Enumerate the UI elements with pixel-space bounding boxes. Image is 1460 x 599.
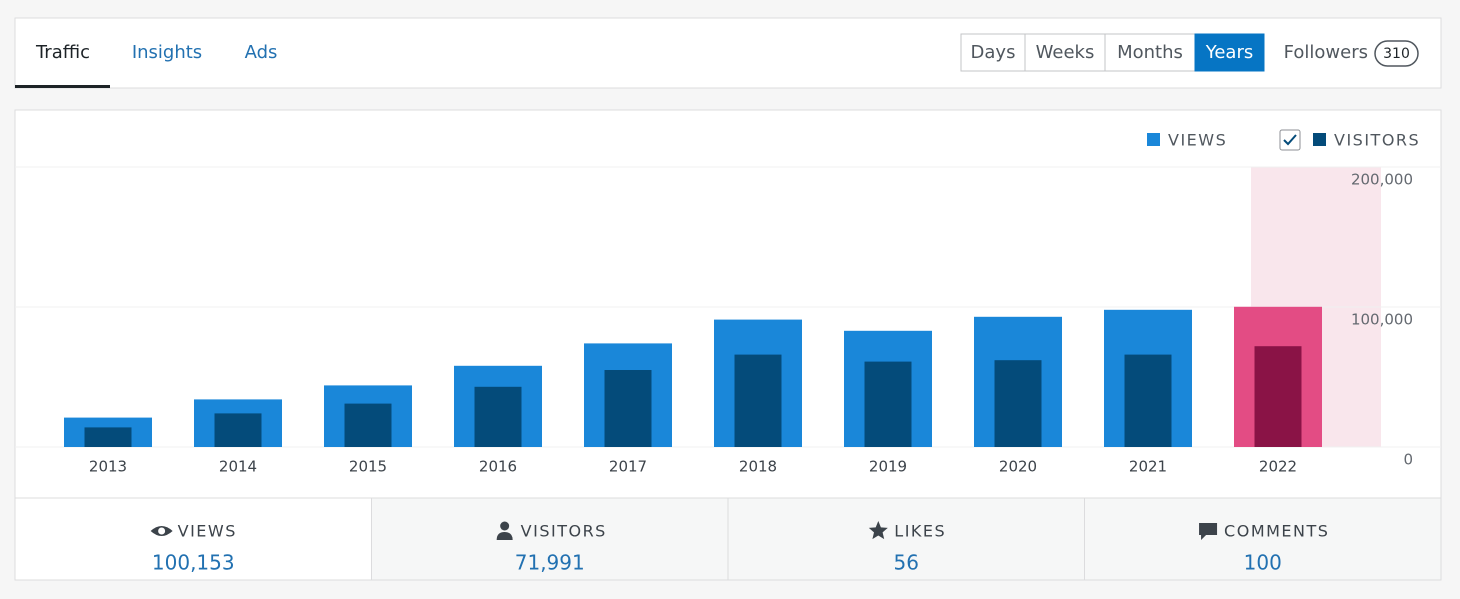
bar[interactable] bbox=[994, 360, 1042, 447]
nav-tab[interactable]: Traffic bbox=[35, 42, 90, 63]
bar[interactable] bbox=[864, 361, 912, 447]
stat-label: COMMENTS bbox=[1224, 522, 1329, 541]
bar[interactable] bbox=[84, 427, 132, 447]
stat-value: 100 bbox=[1244, 551, 1282, 575]
bar[interactable] bbox=[1254, 346, 1302, 447]
y-tick-label: 100,000 bbox=[1351, 311, 1413, 329]
bar[interactable] bbox=[1124, 354, 1172, 447]
followers-label: Followers bbox=[1284, 42, 1368, 63]
stat-value: 71,991 bbox=[515, 551, 585, 575]
bar[interactable] bbox=[474, 386, 522, 447]
checkmark bbox=[1283, 134, 1297, 146]
stat-cell[interactable] bbox=[727, 497, 1085, 581]
stat-label: LIKES bbox=[894, 522, 946, 541]
x-tick-label: 2013 bbox=[89, 458, 127, 476]
stat-cell[interactable] bbox=[1084, 497, 1442, 581]
x-tick-label: 2020 bbox=[999, 458, 1037, 476]
period-label: Weeks bbox=[1036, 42, 1095, 63]
active-tab-underline bbox=[15, 85, 110, 88]
bar[interactable] bbox=[734, 354, 782, 447]
x-tick-label: 2017 bbox=[609, 458, 647, 476]
y-tick-label: 200,000 bbox=[1351, 171, 1413, 189]
period-button[interactable] bbox=[1194, 33, 1265, 72]
legend-swatch bbox=[1313, 133, 1326, 146]
period-label: Months bbox=[1117, 42, 1183, 63]
visitors-checkbox[interactable] bbox=[1279, 129, 1301, 151]
followers-badge bbox=[1374, 40, 1419, 67]
person-body bbox=[496, 532, 513, 540]
person-head bbox=[500, 521, 510, 531]
eye-pupil bbox=[158, 527, 166, 535]
legend-label: VIEWS bbox=[1168, 131, 1227, 150]
x-tick-label: 2014 bbox=[219, 458, 257, 476]
x-tick-label: 2015 bbox=[349, 458, 387, 476]
nav-tab[interactable]: Insights bbox=[132, 42, 202, 63]
stat-cell[interactable] bbox=[14, 497, 372, 581]
comment-icon bbox=[1199, 523, 1218, 540]
star-icon bbox=[868, 521, 888, 540]
x-tick-label: 2016 bbox=[479, 458, 517, 476]
x-tick-label: 2019 bbox=[869, 458, 907, 476]
stat-value: 56 bbox=[894, 551, 919, 575]
legend-label: VISITORS bbox=[1334, 131, 1420, 150]
stat-label: VISITORS bbox=[521, 522, 607, 541]
period-label: Days bbox=[971, 42, 1016, 63]
period-label: Years bbox=[1205, 42, 1254, 63]
legend-swatch bbox=[1147, 133, 1160, 146]
y-tick-label: 0 bbox=[1403, 451, 1413, 469]
bar[interactable] bbox=[214, 413, 262, 447]
bar[interactable] bbox=[604, 370, 652, 447]
nav-tab[interactable]: Ads bbox=[245, 42, 278, 63]
stat-cell[interactable] bbox=[371, 497, 729, 581]
stat-label: VIEWS bbox=[178, 522, 237, 541]
x-tick-label: 2022 bbox=[1259, 458, 1297, 476]
bar[interactable] bbox=[344, 403, 392, 447]
x-tick-label: 2021 bbox=[1129, 458, 1167, 476]
x-tick-label: 2018 bbox=[739, 458, 777, 476]
followers-count: 310 bbox=[1383, 46, 1410, 62]
stat-value: 100,153 bbox=[152, 551, 235, 575]
period-button[interactable] bbox=[960, 33, 1026, 72]
